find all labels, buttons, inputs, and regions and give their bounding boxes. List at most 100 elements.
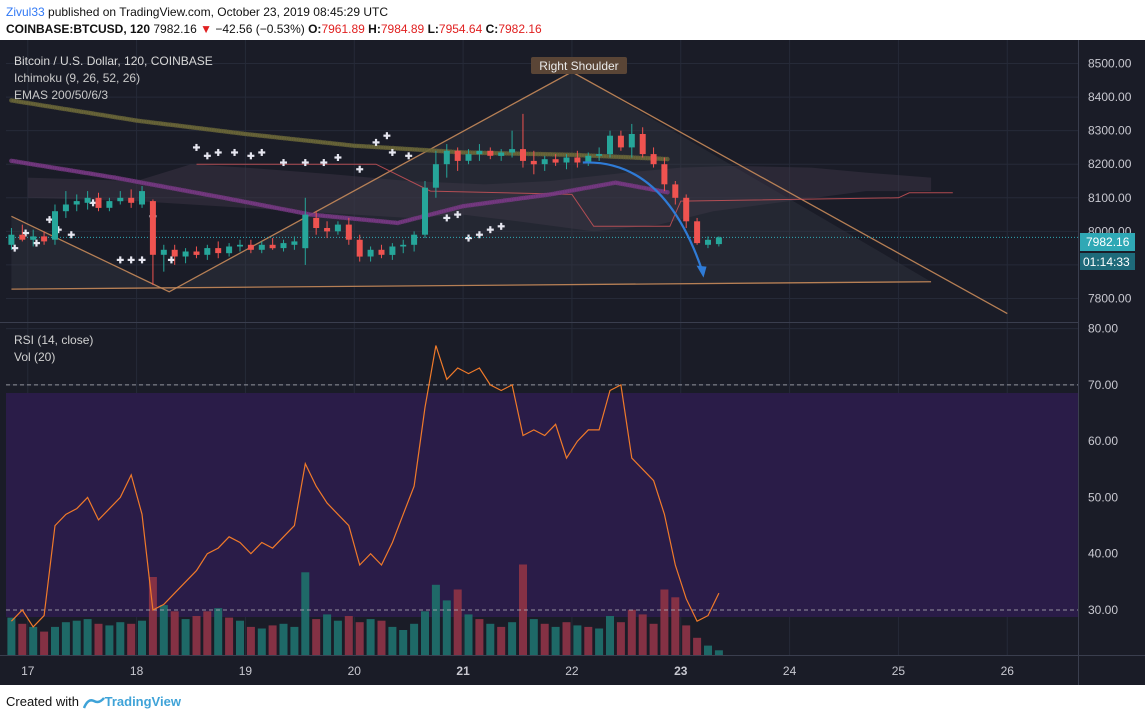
candle-body — [160, 249, 167, 255]
volume-bar — [257, 628, 266, 655]
volume-bar — [83, 619, 92, 655]
candle-body — [30, 236, 37, 240]
candle-body — [139, 191, 145, 205]
candle-body — [226, 246, 233, 254]
price-tick-label: 8100.00 — [1088, 191, 1132, 205]
right-shoulder-annotation[interactable]: Right Shoulder — [539, 59, 618, 73]
volume-bar — [551, 626, 560, 655]
footer: Created with TradingView — [6, 694, 181, 709]
price-tick-label: 8400.00 — [1088, 90, 1132, 104]
candle-body — [62, 204, 69, 212]
volume-bar — [7, 617, 16, 655]
volume-bar — [344, 616, 353, 655]
candle-body — [672, 184, 679, 198]
volume-bar — [61, 622, 70, 655]
volume-bar — [704, 645, 712, 655]
volume-bar — [105, 625, 114, 655]
volume-bar — [246, 626, 255, 655]
volume-bar — [116, 622, 125, 655]
publisher-name[interactable]: Zivul33 — [6, 5, 45, 19]
candle-body — [541, 159, 548, 165]
candle-body — [280, 243, 287, 249]
volume-bar — [682, 625, 691, 655]
chart-svg[interactable]: 7800.007900.008000.008100.008200.008300.… — [0, 40, 1145, 685]
candle-body — [182, 251, 189, 257]
candle-body — [215, 248, 222, 254]
candle-body — [617, 135, 624, 148]
price-tick-label: 8500.00 — [1088, 57, 1132, 71]
candle-body — [302, 214, 309, 249]
volume-bar — [312, 619, 321, 655]
candle-body — [498, 152, 505, 156]
candle-body — [509, 149, 516, 153]
time-tick-label: 24 — [783, 664, 797, 678]
candle-body — [269, 244, 276, 249]
candle-body — [596, 154, 603, 156]
candle-body — [378, 249, 385, 255]
candle-body — [422, 187, 428, 235]
publish-info: published on TradingView.com, October 23… — [44, 5, 389, 19]
rsi-tick-label: 30.00 — [1088, 603, 1118, 617]
volume-bar — [519, 564, 527, 655]
volume-bar — [573, 625, 582, 655]
volume-bar — [693, 637, 702, 655]
candle-body — [520, 149, 526, 161]
ohlc-line: COINBASE:BTCUSD, 120 7982.16 ▼ −42.56 (−… — [6, 22, 542, 36]
candle-body — [628, 134, 635, 148]
tradingview-brand-link[interactable]: TradingView — [104, 694, 181, 709]
candle-body — [607, 135, 613, 155]
high-value: 7984.89 — [380, 22, 425, 36]
volume-bar — [214, 608, 223, 655]
candle-body — [530, 160, 537, 165]
candle-body — [563, 157, 570, 163]
volume-bar — [192, 616, 201, 655]
volume-bar — [562, 622, 571, 655]
ichimoku-baseline — [196, 163, 953, 227]
volume-bar — [301, 572, 310, 655]
candle-body — [8, 234, 15, 245]
price-tick-label: 7800.00 — [1088, 292, 1132, 306]
volume-bar — [442, 600, 451, 655]
open-value: 7961.89 — [321, 22, 365, 36]
time-tick-label: 21 — [456, 664, 470, 678]
created-with-label: Created with — [6, 694, 79, 709]
volume-bar — [638, 614, 647, 655]
candle-body — [171, 249, 178, 257]
low-value: 7954.64 — [438, 22, 483, 36]
countdown-tag — [1080, 253, 1135, 270]
candle-body — [454, 150, 461, 161]
volume-bar — [540, 623, 549, 655]
last-price-tag-text: 7982.16 — [1086, 235, 1130, 249]
candle-body — [476, 150, 483, 155]
annotation-bg — [531, 57, 627, 74]
candle-body — [465, 154, 472, 161]
price-tick-label: 8300.00 — [1088, 124, 1132, 138]
rsi-tick-label: 60.00 — [1088, 434, 1118, 448]
rsi-label: RSI (14, close) — [14, 333, 93, 347]
candle-body — [193, 251, 200, 255]
volume-bar — [355, 622, 364, 655]
volume-bar — [410, 623, 419, 655]
candle-body — [345, 224, 352, 240]
chart-area[interactable]: 7800.007900.008000.008100.008200.008300.… — [0, 40, 1145, 685]
time-tick-label: 23 — [674, 664, 688, 678]
price-pane-title: Bitcoin / U.S. Dollar, 120, COINBASE — [14, 54, 213, 68]
volume-bar — [529, 619, 538, 655]
volume-bar — [94, 623, 103, 655]
ema-50-dot — [665, 190, 670, 195]
high-label: H: — [368, 22, 381, 36]
projection-arrow — [582, 161, 704, 272]
rsi-tick-label: 80.00 — [1088, 322, 1118, 336]
volume-bar — [159, 605, 168, 655]
close-label: C: — [485, 22, 499, 36]
volume-bar — [660, 589, 669, 655]
vol-label: Vol (20) — [14, 350, 55, 364]
volume-bars — [7, 564, 723, 655]
rsi-line — [6, 345, 1078, 628]
volume-bar — [268, 625, 277, 655]
ichimoku-cloud — [27, 164, 932, 232]
candle-body — [204, 248, 211, 255]
volume-bar — [236, 620, 244, 655]
candle-body — [247, 244, 254, 250]
ema-200-dot — [665, 156, 670, 162]
